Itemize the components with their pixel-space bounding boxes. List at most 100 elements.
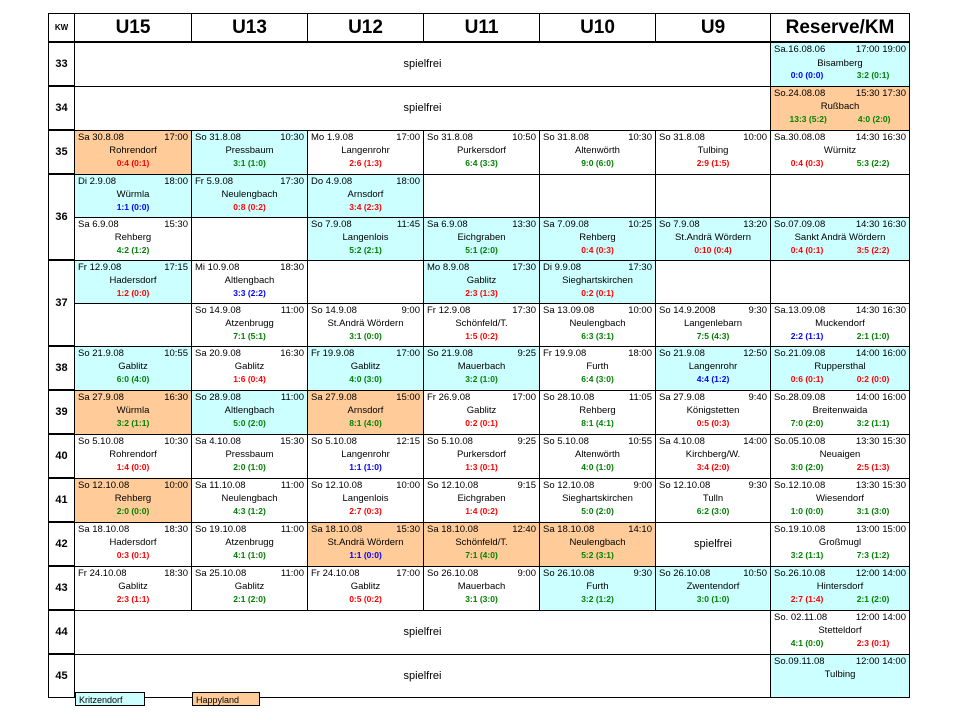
game-score-reserve: 3:2 (1:1)	[790, 549, 824, 560]
game-info: So 31.8.08 10:30 Pressbaum 3:1 (1:0)	[193, 131, 307, 169]
game-opponent: Rehberg	[579, 405, 616, 416]
week-row: 37 Fr 12.9.08 17:15 Hadersdorf 1:2 (0:0) Mi…	[48, 259, 910, 346]
game-info: So.09.11.08 12:00 14:00 Tulbing	[772, 655, 909, 682]
game-info: Di 9.9.08 17:30 Sieghartskirchen 0:2 (0:1)	[541, 261, 655, 299]
game-date: So 12.10.08	[543, 479, 595, 491]
game-info: So.07.09.08 14:30 16:30 Sankt Andrä Wörder…	[772, 218, 909, 256]
game-info: Sa.16.08.06 17:00 19:00 Bisamberg 0:0 (0:0)…	[772, 43, 909, 82]
game-info: Sa 27.9.08 16:30 Würmla 3:2 (1:1)	[76, 391, 191, 429]
game-cell: Di 9.9.08 17:30 Sieghartskirchen 0:2 (0:1)	[539, 259, 656, 303]
game-time: 10:55	[628, 435, 652, 447]
empty-cell	[191, 216, 308, 261]
game-date: So.26.10.08	[774, 567, 826, 579]
game-score: 3:2 (1:0)	[465, 373, 498, 384]
game-opponent: Bisamberg	[817, 57, 863, 69]
game-cell: So 5.10.08 9:25 Purkersdorf 1:3 (0:1)	[423, 433, 540, 479]
game-cell: Sa 27.9.08 15:00 Arnsdorf 8:1 (4:0)	[307, 389, 424, 435]
week-row: 45 spielfrei So.09.11.08 12:00 14:00 Tulbi…	[48, 653, 910, 698]
game-opponent: Hadersdorf	[109, 275, 157, 286]
col-header-u11: U11	[423, 13, 540, 43]
empty-cell	[539, 173, 656, 217]
game-info: Sa 4.10.08 15:30 Pressbaum 2:0 (1:0)	[193, 435, 307, 473]
game-date: So 5.10.08	[543, 435, 589, 447]
game-time: 9:25	[517, 435, 537, 447]
game-opponent: Arnsdorf	[347, 189, 384, 200]
game-date: Sa 7.09.08	[543, 218, 589, 230]
game-cell: So 14.9.08 9:00 St.Andrä Wördern 3:1 (0:0)	[307, 302, 424, 347]
game-date: So 19.10.08	[195, 523, 247, 535]
game-score: 4:1 (1:0)	[233, 549, 266, 560]
game-opponent: Arnsdorf	[347, 405, 384, 416]
game-score-km: 5:3 (2:2)	[856, 157, 890, 168]
game-date: So.28.09.08	[774, 391, 826, 403]
game-time: 14:00 16:00	[855, 391, 906, 403]
game-score: 4:3 (1:2)	[233, 505, 266, 516]
game-cell: Fr 12.9.08 17:15 Hadersdorf 1:2 (0:0)	[74, 259, 192, 303]
game-score: 0:5 (0:3)	[696, 417, 730, 428]
game-opponent: Tulbing	[697, 145, 729, 156]
game-time: 16:30	[280, 347, 304, 359]
game-info: So 21.9.08 12:50 Langenrohr 4:4 (1:2)	[657, 347, 770, 385]
game-time: 13:30 15:30	[855, 479, 906, 491]
game-date: So.19.10.08	[774, 523, 826, 535]
week-row: 43 Fr 24.10.08 18:30 Gablitz 2:3 (1:1) Sa 2…	[48, 565, 910, 611]
game-score: 4:0 (1:0)	[581, 461, 614, 472]
game-cell: Mi 10.9.08 18:30 Altlengbach 3:3 (2:2)	[191, 259, 308, 303]
game-time: 17:00	[396, 347, 420, 359]
empty-cell	[770, 173, 910, 217]
col-header-u13: U13	[191, 13, 308, 43]
game-cell: So 21.9.08 10:55 Gablitz 6:0 (4:0)	[74, 345, 192, 391]
game-time: 10:00	[396, 479, 420, 491]
game-time: 11:00	[280, 523, 304, 535]
game-opponent: Purkersdorf	[456, 145, 507, 156]
game-info: Sa 6.9.08 13:30 Eichgraben 5:1 (2:0)	[425, 218, 539, 256]
game-date: Fr 12.9.08	[78, 261, 122, 273]
game-time: 9:00	[517, 567, 537, 579]
empty-cell	[423, 173, 540, 217]
game-opponent: Neulengbach	[221, 189, 278, 200]
game-info: Fr 19.9.08 18:00 Furth 6:4 (3:0)	[541, 347, 655, 385]
game-time: 12:00 14:00	[855, 655, 906, 667]
game-cell: Sa 20.9.08 16:30 Gablitz 1:6 (0:4)	[191, 345, 308, 391]
col-header-u12: U12	[307, 13, 424, 43]
week-number: 42	[48, 521, 75, 567]
game-date: So 14.9.08	[311, 304, 357, 316]
week-row: 44 spielfrei So. 02.11.08 12:00 14:00 Stet…	[48, 609, 910, 655]
game-info: So 21.9.08 9:25 Mauerbach 3:2 (1:0)	[425, 347, 539, 385]
game-info: Sa 25.10.08 11:00 Gablitz 2:1 (2:0)	[193, 567, 307, 605]
game-date: So.24.08.08	[774, 87, 826, 99]
game-cell: Di 2.9.08 18:00 Würmla 1:1 (0:0)	[74, 173, 192, 217]
game-date: So 31.8.08	[543, 131, 589, 143]
game-date: So 31.8.08	[195, 131, 241, 143]
game-score-reserve: 2:7 (1:4)	[790, 593, 824, 604]
game-info: So.12.10.08 13:30 15:30 Wiesendorf 1:0 (0:0…	[772, 479, 909, 517]
week-number: 33	[48, 41, 75, 87]
game-opponent: Altenwörth	[575, 449, 620, 460]
game-opponent: Hadersdorf	[109, 537, 157, 548]
week-number: 36	[48, 173, 75, 260]
game-score: 6:4 (3:0)	[581, 373, 614, 384]
game-info: Fr 12.9.08 17:30 Schönfeld/T. 1:5 (0:2)	[425, 304, 539, 342]
game-score: 3:2 (1:2)	[581, 593, 614, 604]
game-opponent: Furth	[586, 361, 609, 372]
game-cell: So.05.10.08 13:30 15:30 Neuaigen 3:0 (2:0) 2…	[770, 433, 910, 479]
game-cell: Sa 18.10.08 18:30 Hadersdorf 0:3 (0:1)	[74, 521, 192, 567]
game-score: 3:1 (3:0)	[465, 593, 498, 604]
game-info: So 5.10.08 10:55 Altenwörth 4:0 (1:0)	[541, 435, 655, 473]
week-row: 42 Sa 18.10.08 18:30 Hadersdorf 0:3 (0:1) S…	[48, 521, 910, 567]
game-time: 13:30	[512, 218, 536, 230]
game-score: 9:0 (6:0)	[581, 157, 614, 168]
game-info: Di 2.9.08 18:00 Würmla 1:1 (0:0)	[76, 175, 191, 213]
game-cell: So 12.10.08 10:00 Langenlois 2:7 (0:3)	[307, 477, 424, 523]
game-date: So 12.10.08	[427, 479, 479, 491]
game-opponent: Gablitz	[466, 275, 497, 286]
week-row: 36 Di 2.9.08 18:00 Würmla 1:1 (0:0) Fr 5.9.…	[48, 173, 910, 260]
game-score-km: 3:1 (3:0)	[856, 505, 890, 516]
game-info: So 31.8.08 10:30 Altenwörth 9:0 (6:0)	[541, 131, 655, 169]
game-info: So 5.10.08 9:25 Purkersdorf 1:3 (0:1)	[425, 435, 539, 473]
game-date: Sa 30.8.08	[78, 131, 124, 143]
game-date: Di 2.9.08	[78, 175, 117, 187]
col-header-u9: U9	[655, 13, 771, 43]
game-score-km: 3:5 (2:2)	[856, 244, 890, 255]
game-opponent: Königstetten	[686, 405, 740, 416]
